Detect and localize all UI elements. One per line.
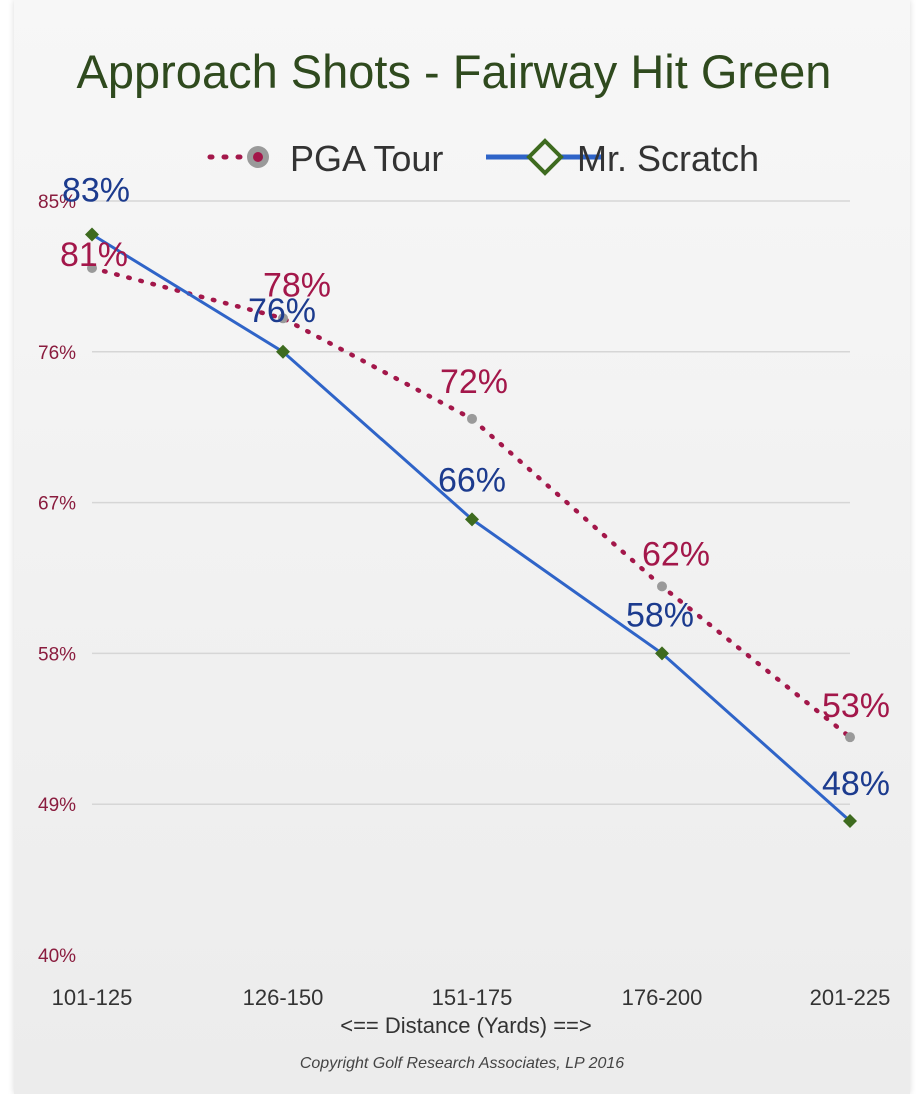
- y-axis: 40% 49% 58% 67% 76% 85%: [38, 192, 76, 967]
- data-label-mr-scratch: 58%: [626, 596, 694, 634]
- data-label-pga-tour: 72%: [440, 363, 508, 401]
- y-tick-label: 40%: [38, 946, 76, 967]
- x-tick-label: 126-150: [243, 985, 324, 1010]
- gridlines: [92, 200, 850, 805]
- copyright-text: Copyright Golf Research Associates, LP 2…: [300, 1055, 624, 1072]
- data-point-mr-scratch: [843, 813, 857, 828]
- legend-scratch-marker: [526, 138, 564, 176]
- data-label-pga-tour: 78%: [263, 266, 331, 304]
- data-point-pga-tour: [467, 413, 477, 424]
- data-label-mr-scratch: 83%: [62, 172, 130, 210]
- y-tick-label: 67%: [38, 494, 76, 515]
- data-point-pga-tour: [278, 313, 288, 324]
- data-label-pga-tour: 62%: [642, 535, 710, 573]
- y-tick-label: 85%: [38, 192, 76, 213]
- data-point-mr-scratch: [655, 646, 669, 661]
- series-line-mr-scratch: [91, 233, 851, 823]
- x-axis-label: <== Distance (Yards) ==>: [340, 1013, 592, 1038]
- legend: PGA Tour Mr. Scratch: [207, 138, 759, 179]
- x-axis: 101-125 126-150 151-175 176-200 201-225: [52, 985, 891, 1010]
- data-label-mr-scratch: 66%: [438, 461, 506, 499]
- data-label-mr-scratch: 76%: [248, 292, 316, 330]
- y-tick-label: 76%: [38, 343, 76, 364]
- x-tick-label: 176-200: [622, 985, 703, 1010]
- legend-pga-marker-center: [253, 152, 263, 162]
- data-labels: 81% 78% 72% 62% 53% 83% 76% 66% 58% 48%: [60, 172, 890, 803]
- y-tick-label: 58%: [38, 644, 76, 665]
- data-point-mr-scratch: [465, 512, 479, 527]
- x-tick-label: 151-175: [432, 985, 513, 1010]
- x-tick-label: 201-225: [810, 985, 891, 1010]
- data-label-pga-tour: 81%: [60, 236, 128, 274]
- y-tick-label: 49%: [38, 795, 76, 816]
- data-point-pga-tour: [657, 581, 667, 592]
- chart-title: Approach Shots - Fairway Hit Green: [77, 45, 832, 98]
- data-point-pga-tour: [845, 732, 855, 743]
- x-tick-label: 101-125: [52, 985, 133, 1010]
- legend-scratch-label: Mr. Scratch: [577, 138, 759, 179]
- data-point-pga-tour: [87, 263, 97, 274]
- line-chart: Approach Shots - Fairway Hit Green PGA T…: [38, 45, 891, 1072]
- chart-frame: Approach Shots - Fairway Hit Green PGA T…: [14, 0, 910, 1094]
- data-point-mr-scratch: [85, 227, 99, 242]
- data-label-pga-tour: 53%: [822, 687, 890, 725]
- data-label-mr-scratch: 48%: [822, 765, 890, 803]
- data-point-mr-scratch: [276, 344, 290, 359]
- legend-pga-label: PGA Tour: [290, 138, 443, 179]
- series-group: [85, 227, 857, 828]
